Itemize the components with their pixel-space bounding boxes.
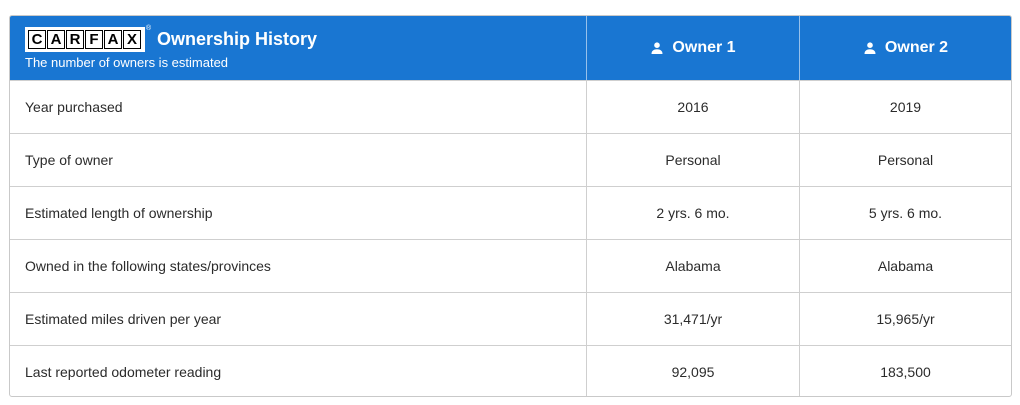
owner-2-value: 183,500 <box>880 364 931 380</box>
section-subtitle: The number of owners is estimated <box>25 54 229 70</box>
row-label: Type of owner <box>10 134 587 186</box>
owner-1-label: Owner 1 <box>672 39 736 56</box>
table-header: C A R F A X ® Ownership History The numb… <box>10 16 1011 80</box>
header-title-cell: C A R F A X ® Ownership History The numb… <box>10 16 587 80</box>
row-label: Estimated length of ownership <box>10 187 587 239</box>
owner-2-header: Owner 2 <box>800 16 1011 80</box>
user-icon <box>651 42 663 54</box>
owner-2-value: 2019 <box>889 99 922 115</box>
owner-2-value: 5 yrs. 6 mo. <box>868 205 943 221</box>
owner-1-value: 92,095 <box>587 346 800 396</box>
table-row: Type of owner Personal Personal <box>10 133 1011 186</box>
row-label: Last reported odometer reading <box>10 346 587 396</box>
owner-2-value: Personal <box>877 152 934 168</box>
row-label: Year purchased <box>10 81 587 133</box>
carfax-logo: C A R F A X ® <box>25 25 151 52</box>
table-row: Estimated length of ownership 2 yrs. 6 m… <box>10 186 1011 239</box>
owner-1-value: 2016 <box>587 81 800 133</box>
owner-1-value: Personal <box>587 134 800 186</box>
owner-1-value: 31,471/yr <box>587 293 800 345</box>
user-icon <box>864 42 876 54</box>
table-row: Last reported odometer reading 92,095 18… <box>10 345 1011 396</box>
table-row: Owned in the following states/provinces … <box>10 239 1011 292</box>
owner-2-value: Alabama <box>877 258 934 274</box>
owner-1-header: Owner 1 <box>587 16 800 80</box>
owner-1-value: Alabama <box>587 240 800 292</box>
owner-1-value: 2 yrs. 6 mo. <box>587 187 800 239</box>
owner-2-value: 15,965/yr <box>876 311 935 327</box>
owner-2-label: Owner 2 <box>884 39 949 56</box>
row-label: Owned in the following states/provinces <box>10 240 587 292</box>
row-label: Estimated miles driven per year <box>10 293 587 345</box>
ownership-history-table: C A R F A X ® Ownership History The numb… <box>9 15 1012 397</box>
table-row: Year purchased 2016 2019 <box>10 80 1011 133</box>
table-row: Estimated miles driven per year 31,471/y… <box>10 292 1011 345</box>
section-title: Ownership History <box>157 28 318 49</box>
